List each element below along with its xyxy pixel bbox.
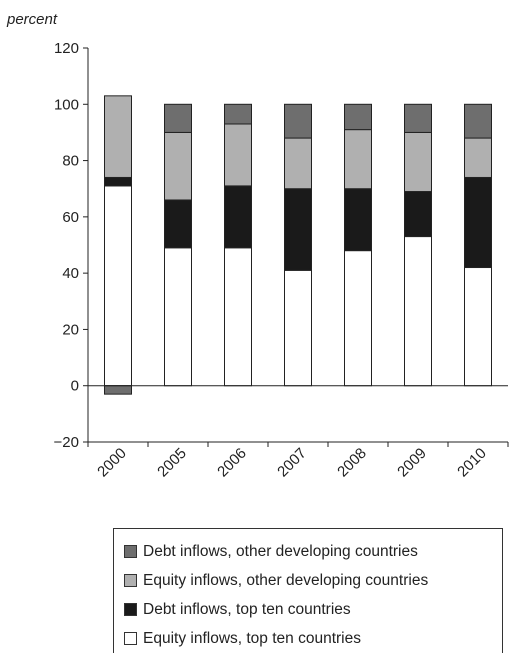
x-tick-label-2010: 2010	[454, 445, 490, 481]
bar-2005-series-1	[164, 199, 192, 249]
bar-2009-series-2	[404, 131, 432, 193]
legend-swatch	[124, 545, 137, 558]
bar-2006-series-1	[224, 185, 252, 249]
bar-2000-series-3	[104, 385, 132, 395]
bar-2008-series-0	[344, 250, 372, 387]
x-tick-label-2006: 2006	[214, 445, 250, 481]
bar-2006-series-2	[224, 123, 252, 187]
x-tick-label-2009: 2009	[394, 445, 430, 481]
legend-item: Debt inflows, top ten countries	[124, 595, 502, 624]
legend-label: Equity inflows, other developing countri…	[143, 571, 429, 589]
y-tick-label: −20	[54, 434, 79, 451]
y-tick-label: 0	[71, 378, 79, 395]
stacked-bar-chart: percent −20 0 20 40 60 80 100 120 2000 2005 2006 20…	[6, 11, 509, 481]
bar-2009-series-1	[404, 191, 432, 238]
legend-label: Debt inflows, top ten countries	[143, 600, 351, 618]
bar-2007-series-1	[284, 188, 312, 271]
bar-2010-series-2	[464, 137, 492, 178]
bar-2006-series-3	[224, 103, 252, 125]
legend-swatch	[124, 603, 137, 616]
x-tick-label-2008: 2008	[334, 445, 370, 481]
x-tick-label-2007: 2007	[274, 445, 310, 481]
bar-2007-series-2	[284, 137, 312, 190]
bar-2000-series-2	[104, 95, 132, 178]
x-tick-label-2005: 2005	[154, 445, 190, 481]
bar-2000-series-0	[104, 185, 132, 387]
y-tick-label: 20	[62, 321, 79, 338]
y-tick-label: 100	[54, 96, 79, 113]
y-tick-label: 40	[62, 265, 79, 282]
axes: −20 0 20 40 60 80 100 120 2000 2005 2006 2007 2008 20…	[54, 40, 509, 481]
bar-2006-series-0	[224, 247, 252, 387]
legend-swatch	[124, 574, 137, 587]
y-unit-label: percent	[6, 11, 58, 28]
x-tick-label-2000: 2000	[94, 445, 130, 481]
bar-2005-series-2	[164, 131, 192, 201]
bar-2008-series-1	[344, 188, 372, 252]
bar-2010-series-0	[464, 267, 492, 387]
bar-2008-series-2	[344, 129, 372, 190]
bar-2010-series-1	[464, 176, 492, 269]
y-tick-label: 80	[62, 153, 79, 170]
legend-swatch	[124, 632, 137, 645]
legend: Debt inflows, other developing countries…	[113, 528, 503, 653]
bar-2007-series-0	[284, 269, 312, 387]
y-tick-label: 60	[62, 209, 79, 226]
bar-2010-series-3	[464, 103, 492, 139]
bar-2007-series-3	[284, 103, 312, 139]
bar-2009-series-3	[404, 103, 432, 133]
bar-2008-series-3	[344, 103, 372, 131]
bar-2000-series-1	[104, 176, 132, 187]
y-tick-label: 120	[54, 40, 79, 57]
legend-label: Equity inflows, top ten countries	[143, 629, 361, 647]
legend-label: Debt inflows, other developing countries	[143, 542, 418, 560]
bars	[104, 95, 492, 395]
legend-item: Equity inflows, top ten countries	[124, 624, 502, 653]
bar-2005-series-0	[164, 247, 192, 387]
legend-item: Equity inflows, other developing countri…	[124, 566, 502, 595]
bar-2005-series-3	[164, 103, 192, 133]
legend-item: Debt inflows, other developing countries	[124, 537, 502, 566]
bar-2009-series-0	[404, 236, 432, 387]
